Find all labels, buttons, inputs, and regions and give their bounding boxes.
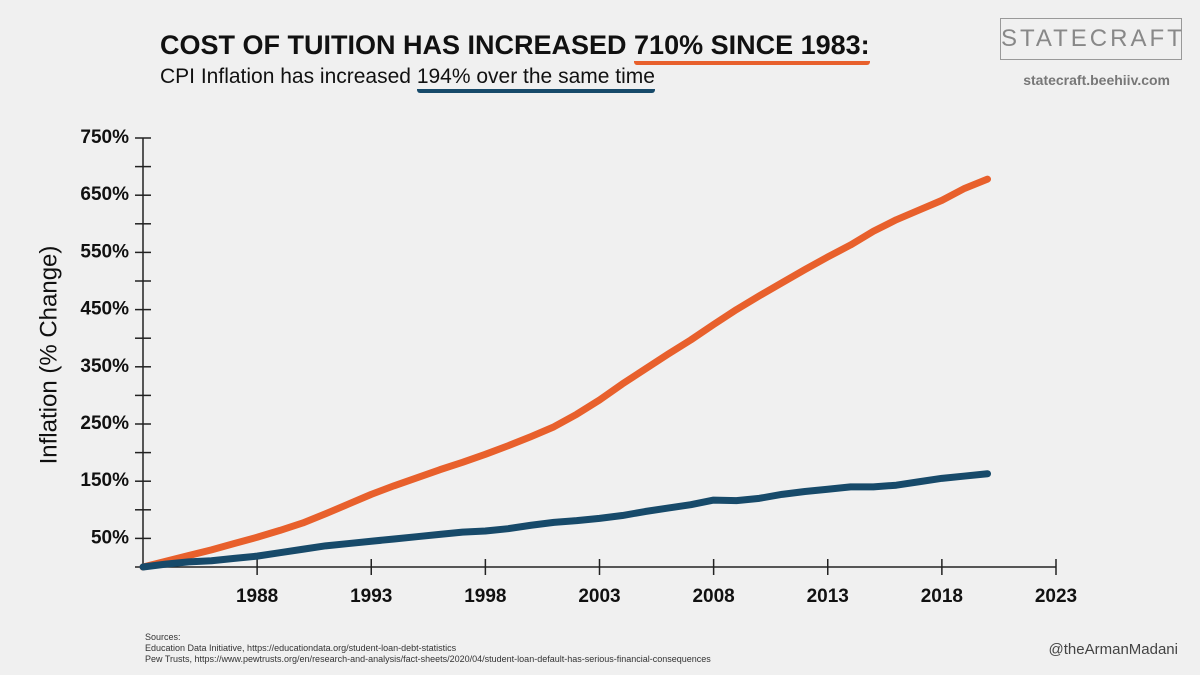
source-line: Pew Trusts, https://www.pewtrusts.org/en… [145, 654, 711, 664]
x-tick-label: 2023 [1035, 586, 1077, 607]
title: COST OF TUITION HAS INCREASED 710% SINCE… [160, 30, 870, 65]
y-tick-label: 150% [80, 470, 129, 491]
y-axis-label: Inflation (% Change) [35, 246, 62, 465]
y-tick-label: 250% [80, 413, 129, 434]
x-tick-label: 2013 [807, 586, 849, 607]
series-line [139, 470, 992, 571]
y-tick-label: 350% [80, 356, 129, 377]
y-tick-label: 650% [80, 184, 129, 205]
x-tick-label: 1998 [464, 586, 506, 607]
x-tick-label: 1993 [350, 586, 392, 607]
y-tick-label: 450% [80, 299, 129, 320]
series-line [139, 175, 992, 571]
x-tick-label: 2018 [921, 586, 963, 607]
y-tick-label: 750% [80, 127, 129, 148]
sources: Sources: Education Data Initiative, http… [145, 632, 711, 665]
subtitle-part: CPI Inflation has increased [160, 65, 417, 88]
y-tick-label: 50% [91, 527, 129, 548]
source-line: Sources: [145, 632, 181, 642]
logo: STATECRAFT [1000, 18, 1182, 60]
x-tick-label: 1988 [236, 586, 278, 607]
subtitle: CPI Inflation has increased 194% over th… [160, 65, 655, 93]
url: statecraft.beehiiv.com [1023, 72, 1170, 88]
source-line: Education Data Initiative, https://educa… [145, 643, 457, 653]
title-part: COST OF TUITION HAS INCREASED [160, 30, 635, 60]
handle: @theArmanMadani [1048, 641, 1178, 658]
chart: Inflation (% Change) 50% 150% 250% 350% 450%… [35, 127, 1077, 607]
x-tick-label: 2003 [578, 586, 620, 607]
title-highlight: 710% SINCE 1983: [634, 30, 870, 65]
y-tick-label: 550% [80, 241, 129, 262]
x-tick-label: 2008 [692, 586, 734, 607]
subtitle-highlight: 194% over the same time [416, 65, 655, 93]
